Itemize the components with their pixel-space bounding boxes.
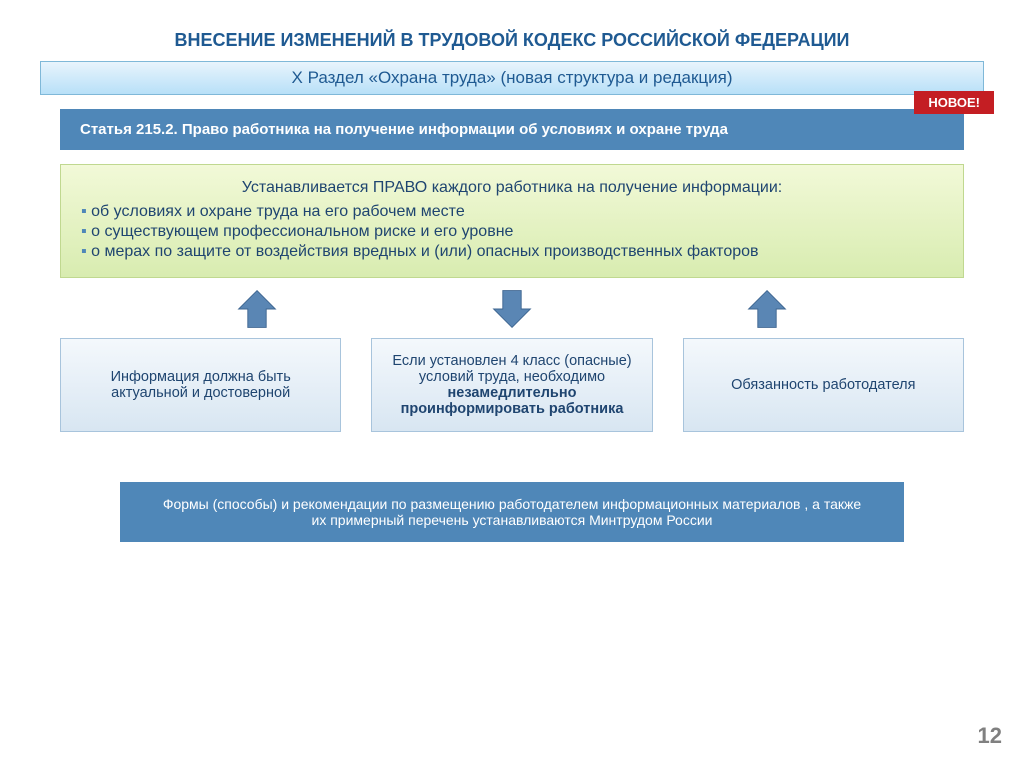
info-box-center: Если установлен 4 класс (опасные) услови… [371, 338, 652, 432]
arrow-down-icon [489, 286, 535, 332]
subtitle-bar: X Раздел «Охрана труда» (новая структура… [40, 61, 984, 95]
info-box-left-text: Информация должна быть актуальной и дост… [79, 369, 322, 401]
main-title: ВНЕСЕНИЕ ИЗМЕНЕНИЙ В ТРУДОВОЙ КОДЕКС РОС… [40, 30, 984, 51]
rights-item: о мерах по защите от воздействия вредных… [81, 243, 943, 261]
info-box-left: Информация должна быть актуальной и дост… [60, 338, 341, 432]
info-box-center-bold: незамедлительно проинформировать работни… [401, 385, 624, 417]
info-box-center-line1: Если установлен 4 класс (опасные) услови… [392, 353, 631, 385]
arrows-row [130, 286, 894, 332]
info-box-right-text: Обязанность работодателя [702, 377, 945, 393]
rights-lead: Устанавливается ПРАВО каждого работника … [81, 179, 943, 197]
info-box-right: Обязанность работодателя [683, 338, 964, 432]
arrow-up-icon [744, 286, 790, 332]
article-bar: Статья 215.2. Право работника на получен… [60, 109, 964, 150]
rights-list: об условиях и охране труда на его рабоче… [81, 203, 943, 261]
new-badge: НОВОЕ! [914, 91, 994, 114]
info-boxes-row: Информация должна быть актуальной и дост… [60, 338, 964, 432]
article-row: НОВОЕ! Статья 215.2. Право работника на … [40, 109, 984, 150]
arrow-up-icon [234, 286, 280, 332]
page-number: 12 [978, 723, 1002, 749]
rights-item: о существующем профессиональном риске и … [81, 223, 943, 241]
rights-item: об условиях и охране труда на его рабоче… [81, 203, 943, 221]
bottom-bar: Формы (способы) и рекомендации по размещ… [120, 482, 904, 542]
rights-box: Устанавливается ПРАВО каждого работника … [60, 164, 964, 278]
